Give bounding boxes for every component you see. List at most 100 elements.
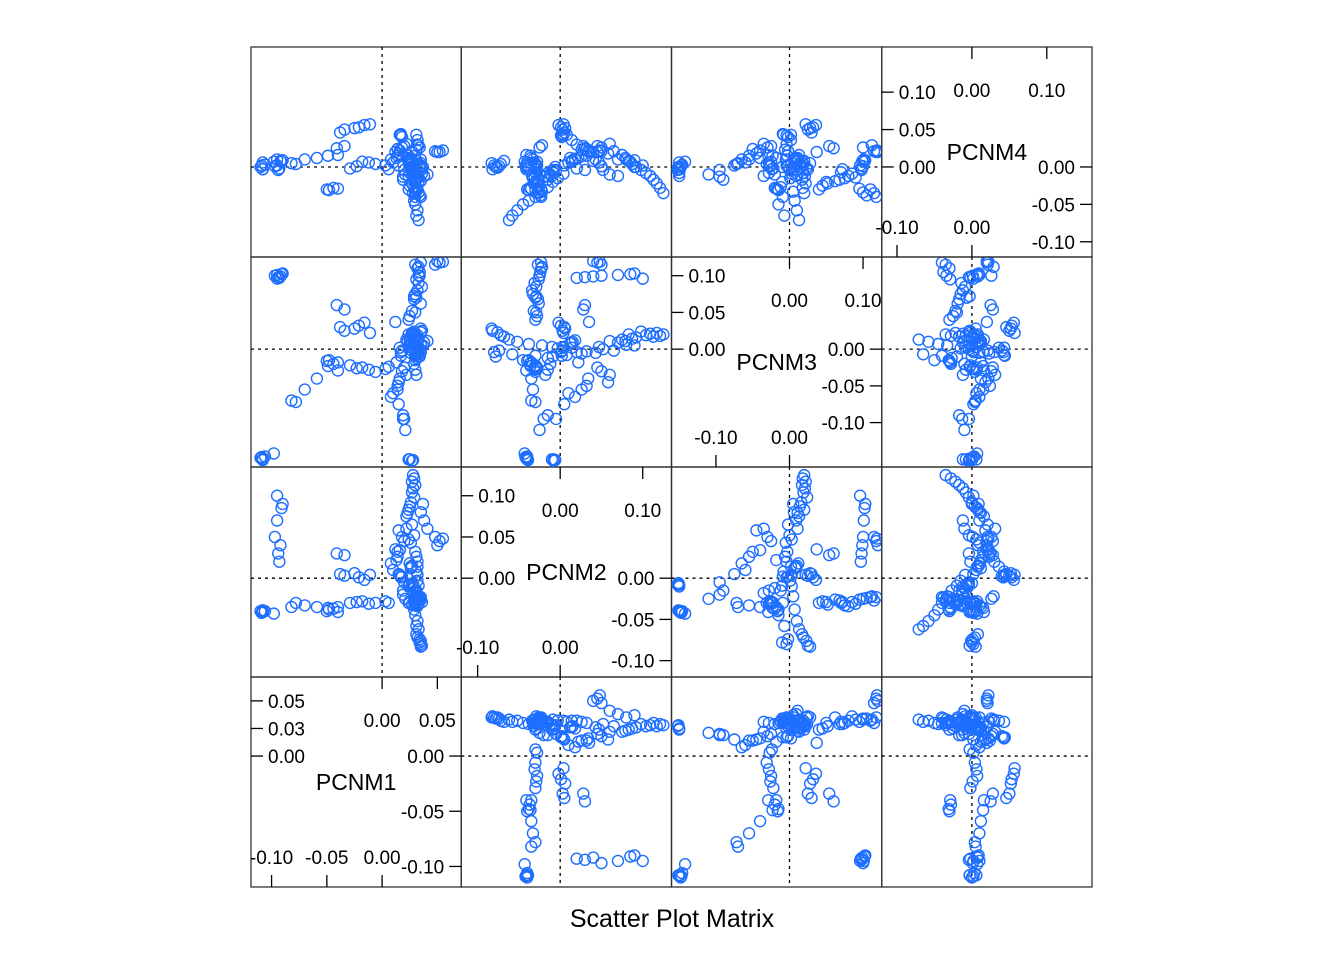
data-point [549,453,562,467]
variable-name-label: PCNM1 [316,769,397,795]
data-point [562,387,575,400]
data-point [565,337,578,350]
data-point [636,854,649,868]
data-point [338,303,351,316]
data-point [974,356,988,369]
data-point [973,514,986,527]
panel-frame [250,256,462,468]
data-point [485,711,498,724]
data-point [790,614,804,628]
data-point [833,717,846,731]
data-point [582,315,596,329]
data-point [568,152,582,165]
tick-label: 0.00 [364,711,401,732]
data-point [836,717,849,731]
data-point [961,580,975,593]
data-point [411,183,424,196]
data-point [963,639,976,652]
data-point [322,603,336,616]
data-point [768,181,781,195]
tick-label: -0.10 [821,414,864,435]
data-point [529,743,542,756]
data-point [768,798,781,811]
data-point [620,711,633,724]
data-point [799,568,812,582]
data-point [582,372,595,385]
panel-PCNM4-vs-PCNM1 [250,46,462,258]
data-point [958,704,971,718]
data-point [578,795,592,808]
data-point [980,257,994,269]
data-point [558,777,572,790]
tick-label: -0.10 [611,652,654,673]
variable-name-label: PCNM3 [736,349,817,375]
data-point [577,303,590,316]
data-point [572,356,585,369]
data-point [393,568,406,582]
data-point [593,144,607,157]
data-point [407,472,421,485]
data-point [742,550,756,563]
data-point [587,270,600,283]
data-point [552,316,565,329]
data-point [406,453,420,467]
data-point [298,383,311,396]
data-point [982,347,996,360]
data-point [526,827,540,840]
data-point [983,734,997,747]
data-point [405,335,419,348]
data-point [356,361,369,374]
panel-PCNM3-vs-PCNM2 [460,256,673,468]
data-point [555,731,569,744]
data-point [566,720,579,733]
data-point [870,590,882,604]
data-point [962,853,976,867]
data-point [395,344,409,357]
data-point [591,257,604,269]
data-point [343,596,357,610]
tick-label: 0.00 [771,291,808,312]
data-point [956,453,970,466]
data-point [363,326,377,340]
data-point [834,715,848,729]
data-point [943,313,956,326]
data-point [742,599,756,612]
data-point [565,714,578,727]
data-point [865,590,879,603]
data-point [593,689,607,702]
data-point [412,260,425,274]
data-point [856,712,870,725]
data-point [672,718,685,732]
data-point [958,522,971,535]
panel-frame [881,466,1093,678]
data-point [762,166,776,180]
data-point [858,501,871,515]
data-point [969,322,982,335]
data-point [973,557,987,570]
panel-PCNM2-vs-PCNM4 [881,466,1093,678]
data-point [407,292,421,306]
data-point [982,257,995,268]
data-point [268,530,282,544]
data-point [556,123,569,136]
tick-label: 0.00 [407,747,444,768]
data-point [526,383,540,396]
panel-PCNM1-vs-PCNM3 [670,676,883,888]
tick-label: 0.05 [419,711,456,732]
data-point [436,532,450,545]
data-point [396,409,410,422]
tick-label: 0.05 [689,303,726,324]
data-point [411,204,424,217]
data-point [310,151,324,165]
data-point [856,539,869,552]
tick-label: 0.00 [542,501,579,522]
panel-PCNM2-vs-PCNM1 [250,466,462,678]
data-point [533,423,546,437]
data-point [338,139,351,153]
data-point [568,334,582,347]
data-point [762,763,776,776]
data-point [348,567,361,580]
tick-label: 0.00 [899,158,936,179]
data-point [603,334,616,348]
data-point [414,338,427,351]
